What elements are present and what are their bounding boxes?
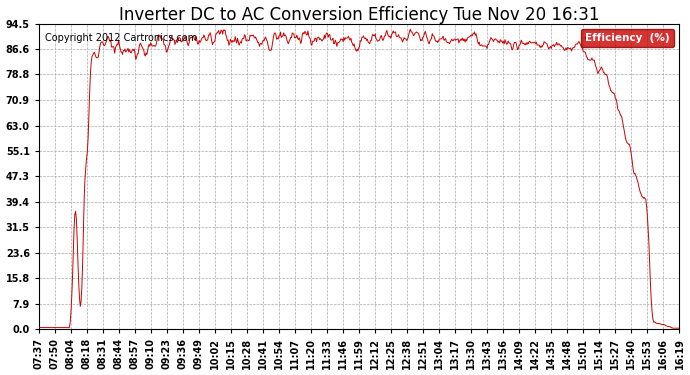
- Text: Copyright 2012 Cartronics.com: Copyright 2012 Cartronics.com: [46, 33, 197, 43]
- Title: Inverter DC to AC Conversion Efficiency Tue Nov 20 16:31: Inverter DC to AC Conversion Efficiency …: [119, 6, 600, 24]
- Legend: Efficiency  (%): Efficiency (%): [581, 29, 674, 47]
